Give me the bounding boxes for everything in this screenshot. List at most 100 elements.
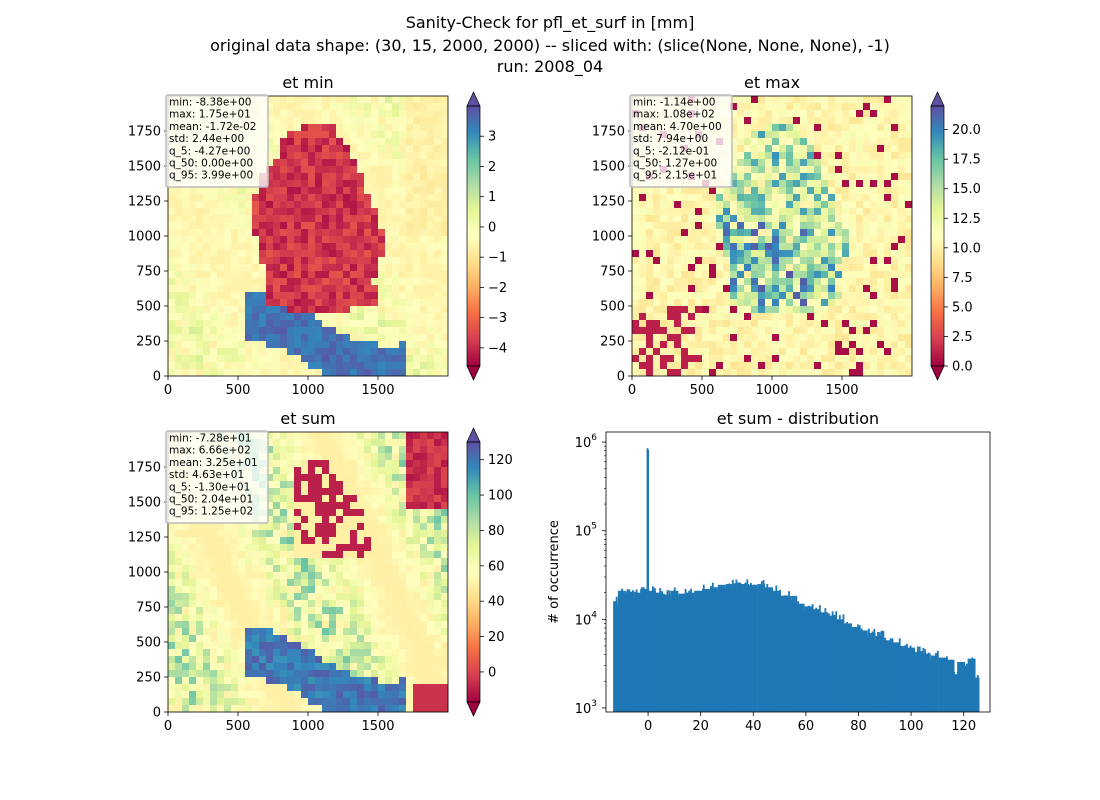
y-tick-label: 500 [136,300,161,315]
histogram-bin [788,591,790,712]
colorbar-tick-label: 12.5 [952,212,981,227]
histogram-bin [720,587,723,712]
x-tick-label: 500 [226,719,251,734]
histogram-bin [633,591,636,712]
histogram-bin [835,611,838,712]
histogram-bin [701,596,703,712]
histogram-bin [730,588,732,712]
colorbar-tick-label: 80 [488,524,505,539]
colorbar-extend-max [930,91,945,107]
histogram-bin [916,646,919,712]
histogram-bin [617,605,620,712]
x-tick-label: 1000 [291,383,324,398]
histogram-bin [613,609,616,712]
histogram-bin [926,659,928,712]
stats-line: q_50: 1.27e+00 [633,158,717,170]
histogram-bin [762,580,765,712]
stats-line: std: 4.63e+01 [169,469,244,481]
histogram-bin [955,677,957,712]
histogram-bin [933,655,936,712]
stats-line: q_95: 1.25e+02 [169,506,253,518]
histogram-bin [650,592,653,712]
histogram-bin [887,644,890,712]
y-tick-label: 106 [575,433,598,451]
histogram-bin [769,589,772,712]
colorbar-extend-min [466,701,481,717]
y-tick-label: 105 [575,522,597,540]
histogram-bin [675,594,678,712]
histogram-bin [811,604,814,712]
colorbar-gradient [467,106,480,366]
histogram-bin [760,581,763,712]
histogram-bin [962,662,965,712]
histogram-bin [773,598,776,712]
histogram-bin [708,592,711,712]
histogram-bin [733,584,736,712]
histogram-panel: et sum - distribution 0 20 40 60 80 100 120 103 1… [547,409,991,734]
stats-line: mean: 3.25e+01 [169,457,258,469]
histogram-bin [744,582,747,712]
x-tick-label: 100 [899,719,924,734]
x-tick-label: 500 [226,383,251,398]
histogram-bin [877,631,879,712]
colorbar-gradient [467,442,480,702]
colorbar-tick-label: −4 [488,341,507,356]
histogram-bin [759,586,761,712]
histogram-bin [873,628,876,712]
histogram-bin [975,684,977,712]
histogram-bin [711,582,714,712]
colorbar-tick-label: 17.5 [952,153,981,168]
histogram-bin [869,639,872,712]
histogram-bin [639,595,642,712]
histogram-bin [670,597,672,712]
histogram-bin [690,588,692,712]
colorbar-tick-label: 0 [488,665,496,680]
histogram-bin [684,588,687,712]
colorbar-tick-label: 3 [488,130,496,145]
stats-line: q_50: 0.00e+00 [169,158,253,170]
y-tick-label: 103 [575,699,597,717]
histogram-bin [813,610,816,712]
histogram-bin [949,659,952,712]
histogram-bin [679,597,682,712]
colorbar-tick-label: 40 [488,595,505,610]
histogram-bin [884,637,887,712]
histogram-bin [969,663,972,712]
y-tick-label: 250 [600,335,625,350]
histogram-bin [742,584,745,712]
colorbar-tick-label: 60 [488,559,505,574]
y-axis-label: # of occurrence [547,520,562,624]
histogram-bin [915,655,917,712]
x-tick-label: 60 [798,719,815,734]
histogram-bin [973,660,976,712]
histogram-bin [724,588,727,712]
colorbar-tick-label: 0.0 [952,360,973,375]
stats-line: q_95: 2.15e+01 [633,170,717,182]
histogram-bin [880,630,883,712]
histogram-bin [619,595,622,712]
histogram-bin [768,594,770,712]
histogram-bin [891,638,894,712]
histogram-bin [820,617,823,712]
histogram-bin [797,601,800,712]
histogram-bin [840,624,843,712]
histogram-bin [782,597,785,712]
histogram-bin [691,600,694,712]
histogram-bin [750,583,752,712]
histogram-bin [748,586,751,712]
histogram-bin [953,671,956,712]
histogram-bin [644,596,647,712]
histogram-bin [822,615,825,712]
y-tick-label: 1750 [128,125,161,140]
histogram-bin [875,641,878,712]
histogram-bin [951,660,954,712]
histogram-bin [837,627,839,712]
histogram-bin [624,594,627,712]
colorbar: 3 2 1 0 −1 −2 −3 −4 [466,91,507,381]
histogram-bin [715,593,718,712]
y-tick-label: 1750 [128,461,161,476]
colorbar-tick-label: 20 [488,630,505,645]
histogram-bin [818,605,821,712]
histogram-bin [858,625,861,712]
y-tick-label: 750 [136,265,161,280]
